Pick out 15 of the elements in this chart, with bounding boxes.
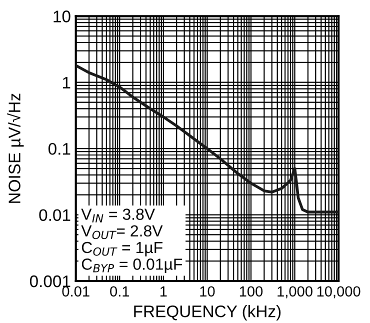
y-axis-title: NOISE µV/√Hz xyxy=(7,94,24,203)
x-axis-title: FREQUENCY (kHz) xyxy=(134,305,281,321)
x-tick-label: 10 xyxy=(200,286,215,297)
x-tick-label: 0.1 xyxy=(110,286,130,297)
y-tick-label: 0.1 xyxy=(48,142,70,155)
y-tick-label: 0.001 xyxy=(30,275,70,288)
x-tick-label: 1 xyxy=(160,286,167,296)
text: V$_{IN}$ = 3.8V V$_{OUT}$= 2.8V C$_{OUT}$ = 1µF C$_{BYP}$ = 0.01µF xyxy=(81,208,182,273)
x-tick-label: 100 xyxy=(240,286,263,297)
x-tick-label: 0.01 xyxy=(62,286,90,297)
y-tick-label: 10 xyxy=(54,10,70,22)
y-tick-label: 1 xyxy=(62,76,70,88)
x-tick-label: 1,000 xyxy=(278,286,312,298)
y-tick-label: 0.01 xyxy=(39,209,70,221)
x-tick-label: 10,000 xyxy=(317,286,360,298)
